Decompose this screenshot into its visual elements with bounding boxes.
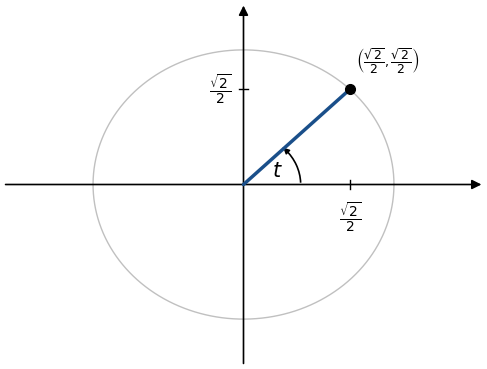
Text: $\dfrac{\sqrt{2}}{2}$: $\dfrac{\sqrt{2}}{2}$	[209, 73, 231, 106]
Text: $\left(\dfrac{\sqrt{2}}{2},\dfrac{\sqrt{2}}{2}\right)$: $\left(\dfrac{\sqrt{2}}{2},\dfrac{\sqrt{…	[356, 46, 419, 76]
Text: t: t	[273, 161, 281, 181]
Text: $\dfrac{\sqrt{2}}{2}$: $\dfrac{\sqrt{2}}{2}$	[339, 201, 361, 234]
